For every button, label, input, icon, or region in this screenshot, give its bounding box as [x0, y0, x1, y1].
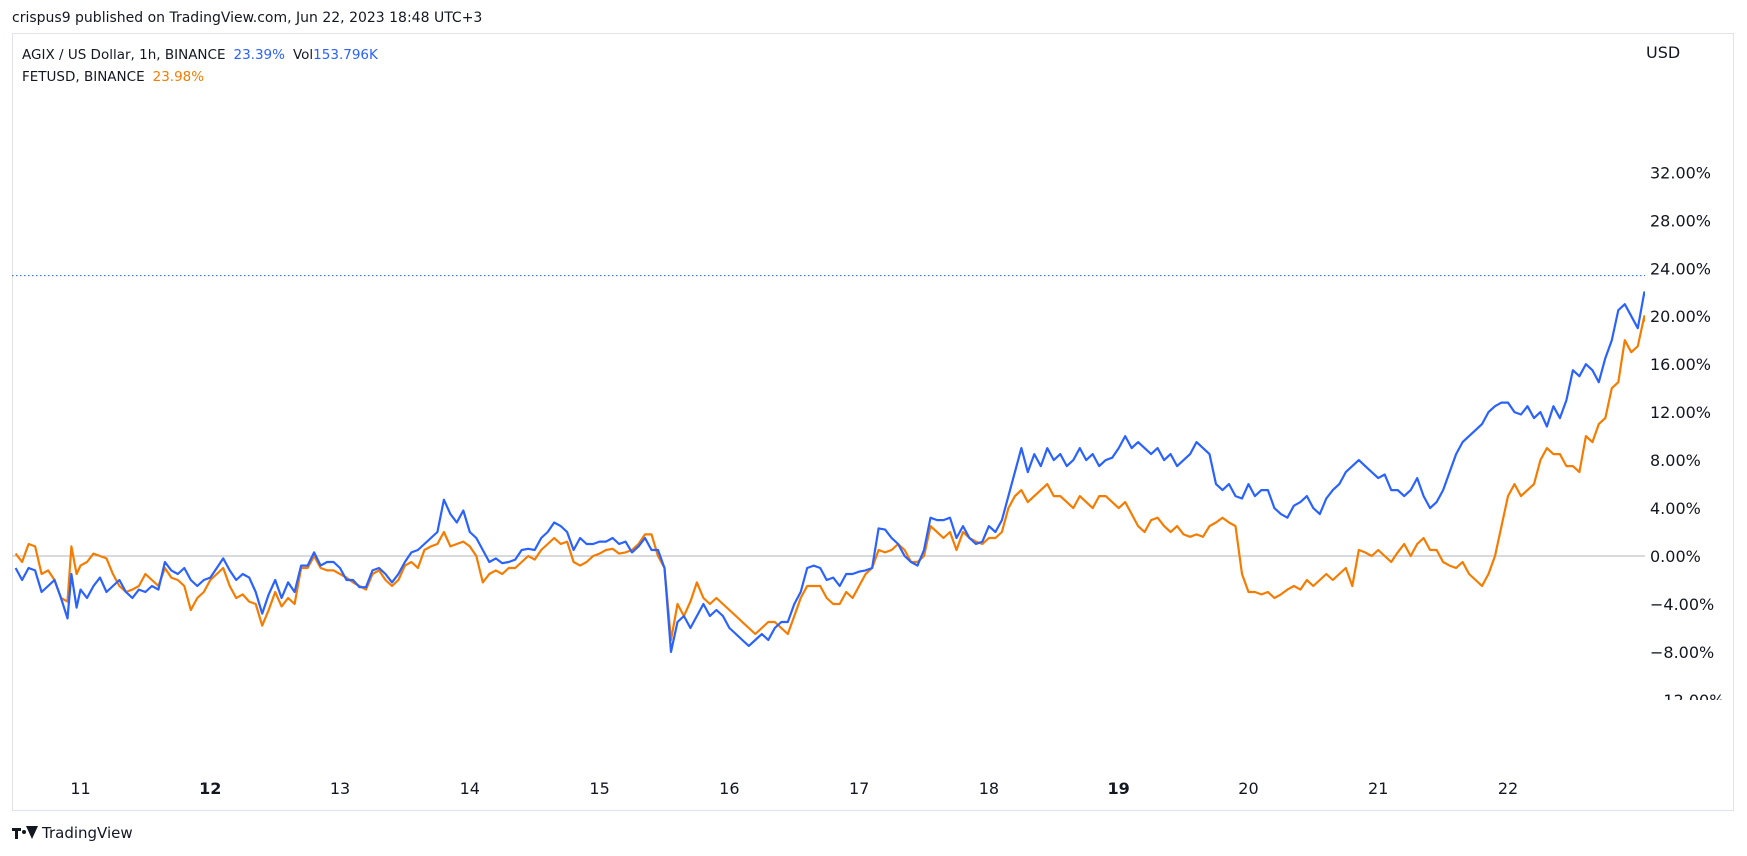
x-tick-label: 16: [719, 779, 739, 798]
x-axis-group: 11 12 13 14 15 16 17 18 19 20 21 22: [70, 779, 1518, 798]
y-tick-label: 20.00%: [1650, 307, 1711, 326]
legend-vol-label: Vol: [292, 47, 314, 63]
series-line-agix[interactable]: [14, 235, 1703, 653]
x-tick-label: 17: [849, 779, 869, 798]
x-tick-label: 21: [1368, 779, 1388, 798]
legend-agix-symbol: AGIX / US Dollar, 1h, BINANCE: [22, 47, 226, 63]
y-tick-label: −8.00%: [1650, 643, 1714, 662]
y-tick-label: 8.00%: [1650, 451, 1701, 470]
legend-vol-value: 153.796K: [313, 47, 378, 63]
legend-row-agix[interactable]: AGIX / US Dollar, 1h, BINANCE 23.39% Vol15…: [22, 44, 378, 66]
x-tick-label: 22: [1498, 779, 1518, 798]
currency-label[interactable]: USD: [1646, 43, 1681, 62]
legend-fet-symbol: FETUSD, BINANCE: [22, 69, 145, 85]
x-tick-label: 15: [589, 779, 609, 798]
x-tick-label: 18: [979, 779, 999, 798]
x-tick-label: 19: [1108, 779, 1130, 798]
y-tick-label: 32.00%: [1650, 163, 1711, 182]
y-tick-label: 12.00%: [1650, 403, 1711, 422]
y-tick-label: 16.00%: [1650, 355, 1711, 374]
y-tick-label: 4.00%: [1650, 499, 1701, 518]
series-group: [14, 160, 1747, 653]
y-tick-label: 24.00%: [1650, 259, 1711, 278]
x-tick-label: 11: [70, 779, 90, 798]
x-tick-label: 14: [460, 779, 480, 798]
publisher-line: crispus9 published on TradingView.com, J…: [12, 10, 483, 26]
series-line-fetusd[interactable]: [14, 160, 1747, 642]
x-tick-label: 20: [1238, 779, 1258, 798]
y-tick-label: 28.00%: [1650, 211, 1711, 230]
x-tick-label: 13: [330, 779, 350, 798]
legend: AGIX / US Dollar, 1h, BINANCE 23.39% Vol15…: [22, 44, 378, 88]
y-tick-label: 0.00%: [1650, 547, 1701, 566]
chart-frame: [12, 33, 1734, 811]
tradingview-logo-icon: [12, 826, 38, 840]
legend-fet-change: 23.98%: [152, 69, 205, 85]
footer-brand[interactable]: TradingView: [12, 824, 133, 842]
footer-brand-label: TradingView: [42, 824, 133, 842]
x-tick-label: 12: [199, 779, 221, 798]
y-axis-group: 32.00% 28.00% 24.00% 20.00% 16.00% 12.00% 8.00…: [1650, 163, 1724, 710]
legend-agix-change: 23.39%: [233, 47, 285, 63]
y-tick-label: −12.00%: [1650, 691, 1724, 710]
y-tick-label: −4.00%: [1650, 595, 1714, 614]
legend-row-fet[interactable]: FETUSD, BINANCE 23.98%: [22, 66, 378, 88]
